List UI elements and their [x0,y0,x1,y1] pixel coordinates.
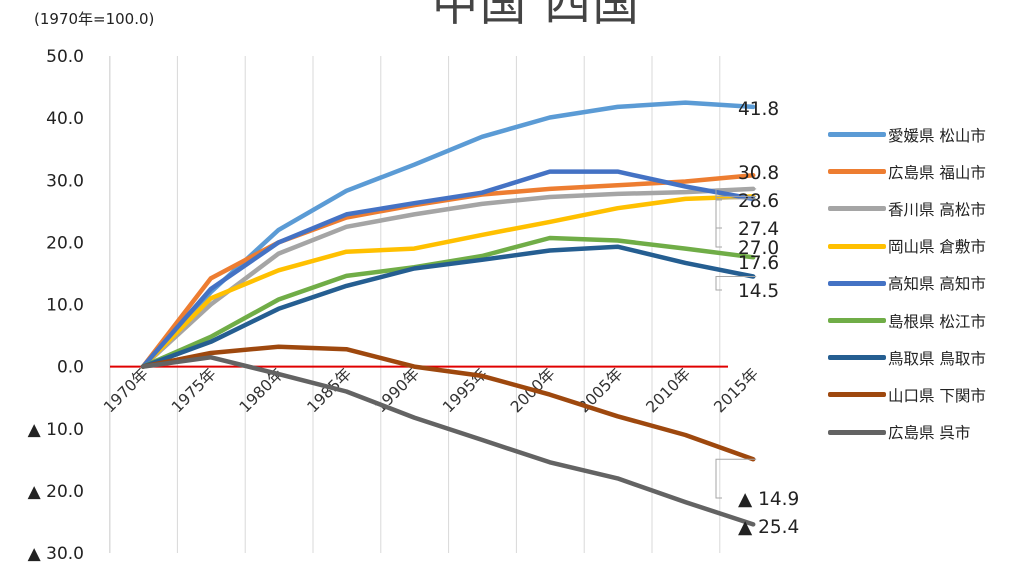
legend-swatch [828,355,886,361]
leader-line [715,458,757,499]
series-line [140,344,756,462]
legend-item: 香川県 高松市 [828,190,1033,227]
legend-swatch [828,429,886,435]
end-label: 27.0 [738,238,779,259]
y-tick-label: 50.0 [46,47,84,67]
series-line [140,235,756,369]
legend-item: 広島県 呉市 [828,414,1033,451]
legend-swatch [828,206,886,212]
legend-swatch [828,318,886,324]
y-tick-label: 0.0 [57,358,84,378]
y-tick-label: ▲ 20.0 [28,482,84,502]
legend-label: 岡山県 倉敷市 [888,238,986,257]
end-label: ▲ 25.4 [738,517,799,538]
y-tick-label: 10.0 [46,296,84,316]
legend-label: 広島県 福山市 [888,163,986,182]
legend-item: 山口県 下関市 [828,376,1033,413]
end-label: 28.6 [738,191,779,212]
end-label: 17.6 [738,253,779,274]
legend-item: 鳥取県 鳥取市 [828,339,1033,376]
legend-label: 山口県 下関市 [888,386,986,405]
legend-item: 島根県 松江市 [828,302,1033,339]
legend-label: 高知県 高知市 [888,275,986,294]
legend-item: 高知県 高知市 [828,265,1033,302]
y-tick-label: 40.0 [46,109,84,129]
y-tick-label: 20.0 [46,233,84,253]
series-line [140,244,756,369]
x-tick-label: 2010年 [643,365,695,417]
legend-label: 鳥取県 鳥取市 [888,349,986,368]
end-label: 30.8 [738,163,779,184]
legend-swatch [828,243,886,249]
end-label: ▲ 14.9 [738,489,799,510]
series-line [140,355,756,527]
legend-item: 広島県 福山市 [828,153,1033,190]
x-tick-label: 2015年 [710,365,762,417]
leader-line [715,188,757,201]
legend-label: 広島県 呉市 [888,424,971,443]
legend-swatch [828,280,886,286]
chart-legend: 愛媛県 松山市 広島県 福山市 香川県 高松市 岡山県 倉敷市 高知県 高知市 島根県 松… [828,116,1033,451]
y-tick-label: ▲ 10.0 [28,420,84,440]
series-line [140,169,756,369]
series-line [140,186,756,369]
unit-note: (1970年=100.0) [34,10,155,28]
legend-label: 島根県 松江市 [888,312,986,331]
legend-item: 岡山県 倉敷市 [828,228,1033,265]
x-tick-label: 1970年 [100,365,152,417]
series-line [140,194,756,369]
legend-swatch [828,392,886,398]
legend-label: 香川県 高松市 [888,200,986,219]
end-label: 14.5 [738,281,779,302]
leader-line [715,198,757,248]
y-tick-label: ▲ 30.0 [28,544,84,564]
end-label: 41.8 [738,99,779,120]
legend-swatch [828,169,886,175]
y-tick-label: 30.0 [46,171,84,191]
end-label: 27.4 [738,219,779,240]
x-tick-label: 1990年 [371,365,423,417]
leader-line [715,276,757,291]
legend-swatch [828,132,886,138]
legend-item: 愛媛県 松山市 [828,116,1033,153]
x-tick-label: 1975年 [168,365,220,417]
legend-label: 愛媛県 松山市 [888,126,986,145]
chart-title-fragment: 中国 四国 [432,0,641,31]
